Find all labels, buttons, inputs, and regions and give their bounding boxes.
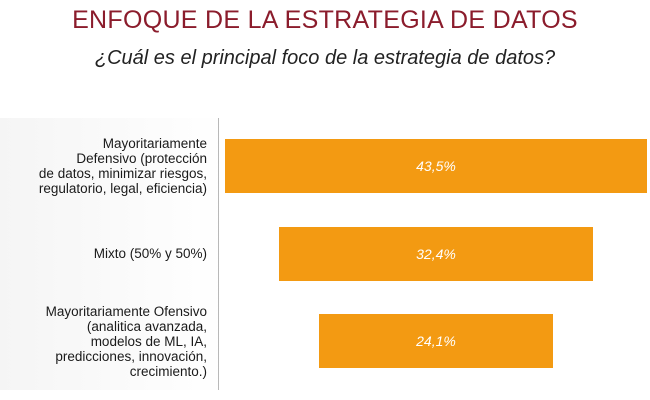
bar-value-label: 43,5% — [416, 158, 456, 174]
bar-1: 43,5% — [225, 139, 647, 193]
chart-title: ENFOQUE DE LA ESTRATEGIA DE DATOS — [72, 6, 578, 34]
chart-subtitle: ¿Cuál es el principal foco de la estrate… — [94, 47, 556, 69]
bar-value-label: 32,4% — [416, 246, 456, 262]
category-label: Mayoritariamente Defensivo (protección d… — [38, 136, 207, 196]
category-label: Mixto (50% y 50%) — [93, 245, 207, 261]
bar-2: 32,4% — [278, 227, 594, 281]
category-label: Mayoritariamente Ofensivo (analitica ava… — [45, 303, 207, 379]
category-axis-line — [218, 118, 219, 390]
bar-value-label: 24,1% — [416, 333, 456, 349]
bar-3: 24,1% — [319, 314, 553, 368]
